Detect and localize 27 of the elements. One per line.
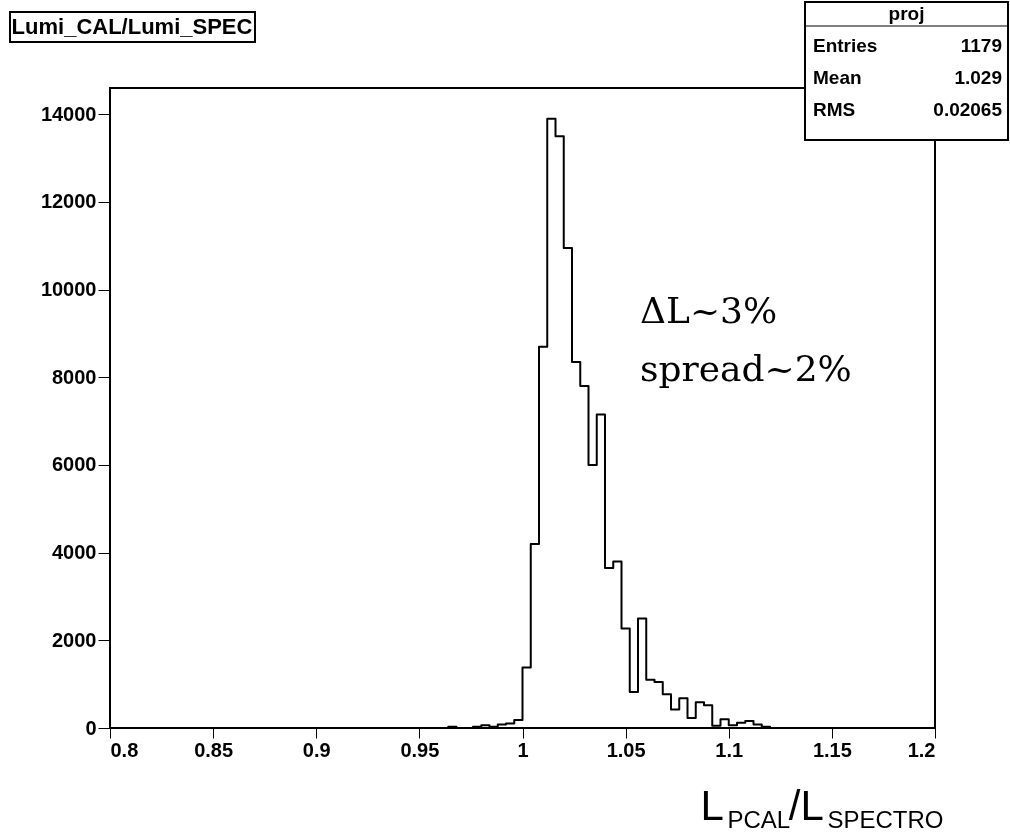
y-tick-label: 8000 [52,365,97,388]
x-tick-label: 1.1 [715,738,744,761]
annotation: 0.02065 [933,99,1003,120]
y-tick-label: 6000 [52,453,97,476]
x-tick-label: 1 [517,738,529,761]
y-tick-label: 0 [85,716,97,739]
y-tick-label: 14000 [40,102,97,125]
chart-title: Lumi_CAL/Lumi_SPEC [11,14,253,39]
y-tick-label: 2000 [52,628,97,651]
annotation: RMS [813,99,856,120]
text: Mean [813,67,862,88]
annotation: spread~2% [640,348,852,389]
x-tick-label: 1.15 [812,738,852,761]
x-tick-label: 0.95 [400,738,440,761]
x-tick-label: 1.2 [907,738,936,761]
x-tick-label: 0.85 [194,738,234,761]
y-tick-label: 4000 [52,541,97,564]
y-tick-label: 10000 [40,278,97,301]
y-tick-label: 12000 [40,190,97,213]
x-tick-label: 0.8 [110,738,139,761]
x-tick-label: 1.05 [606,738,646,761]
x-tick-label: 0.9 [302,738,331,761]
text: 1179 [960,35,1002,56]
text: proj [888,3,925,24]
text: 1.029 [954,67,1002,88]
annotation: ΔL~3% [640,290,778,331]
text: Entries [813,35,878,56]
